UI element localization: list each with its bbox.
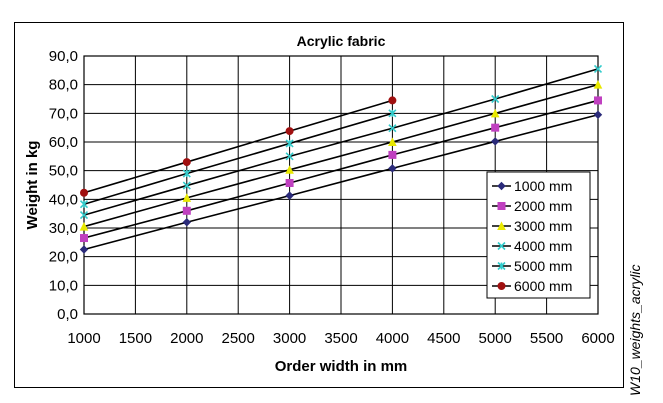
x-tick-label: 3500 (324, 330, 357, 347)
data-point (388, 164, 397, 173)
data-point (388, 109, 397, 118)
x-tick-label: 3000 (273, 330, 306, 347)
x-tick-label: 1500 (119, 330, 152, 347)
data-point (182, 158, 191, 167)
data-point (285, 165, 294, 174)
legend-label: 3000 mm (514, 218, 572, 234)
data-point (182, 206, 191, 215)
series-line (83, 99, 393, 194)
data-point (388, 124, 397, 133)
data-point (593, 64, 603, 73)
series-line (83, 68, 599, 216)
legend-label: 6000 mm (514, 278, 572, 294)
x-tick-label: 4500 (427, 330, 460, 347)
y-tick-label: 50,0 (49, 163, 78, 180)
data-point (594, 96, 602, 105)
x-tick-label: 5500 (530, 330, 563, 347)
legend-marker (497, 181, 506, 191)
x-tick-label: 2000 (170, 330, 203, 347)
data-point (285, 127, 294, 136)
data-point (80, 188, 88, 197)
legend-marker (497, 282, 506, 290)
x-tick-label: 4000 (376, 330, 409, 347)
data-point (593, 110, 603, 119)
legend-label: 4000 mm (514, 238, 572, 254)
data-point (285, 191, 294, 200)
data-point (182, 181, 191, 190)
y-axis-label: Weight in kg (24, 141, 41, 230)
data-point (285, 152, 294, 161)
plot-area (83, 55, 599, 315)
y-tick-label: 80,0 (49, 77, 78, 94)
data-point (388, 150, 397, 159)
data-point (79, 200, 89, 209)
data-point (79, 221, 89, 231)
legend-marker (497, 202, 506, 210)
legend-marker (497, 241, 506, 251)
legend-marker (497, 221, 506, 230)
data-point (285, 178, 294, 187)
series-line (83, 112, 393, 205)
x-tick-label: 2500 (222, 330, 255, 347)
data-point (182, 218, 192, 227)
data-point (182, 193, 192, 202)
legend-box (486, 171, 591, 299)
series-line (83, 99, 599, 239)
data-point (388, 137, 397, 146)
data-point (79, 245, 89, 254)
series-line (83, 113, 599, 251)
data-point (388, 96, 397, 105)
legend-label: 1000 mm (514, 178, 572, 194)
legend-marker (497, 261, 506, 271)
data-point (490, 137, 500, 146)
x-tick-label: 1000 (67, 330, 100, 347)
y-tick-label: 30,0 (49, 220, 78, 237)
data-point (285, 139, 294, 148)
x-tick-label: 6000 (581, 330, 614, 347)
x-axis-label: Order width in mm (275, 358, 408, 375)
side-caption: W10_weights_acrylic (627, 264, 643, 397)
y-tick-label: 90,0 (49, 48, 78, 65)
chart-title: Acrylic fabric (297, 33, 386, 49)
data-point (80, 234, 88, 243)
data-point (79, 211, 89, 220)
x-tick-label: 5000 (479, 330, 512, 347)
y-tick-label: 0,0 (57, 306, 78, 323)
y-tick-label: 10,0 (49, 277, 78, 294)
y-tick-label: 40,0 (49, 191, 78, 208)
series-line (83, 83, 599, 228)
legend-label: 5000 mm (514, 258, 572, 274)
data-point (182, 169, 191, 178)
y-tick-label: 70,0 (49, 105, 78, 122)
data-point (491, 94, 500, 104)
data-point (490, 108, 500, 118)
y-tick-label: 60,0 (49, 134, 78, 151)
data-point (593, 80, 603, 89)
legend-label: 2000 mm (514, 198, 572, 214)
data-point (491, 123, 500, 132)
y-tick-label: 20,0 (49, 249, 78, 266)
